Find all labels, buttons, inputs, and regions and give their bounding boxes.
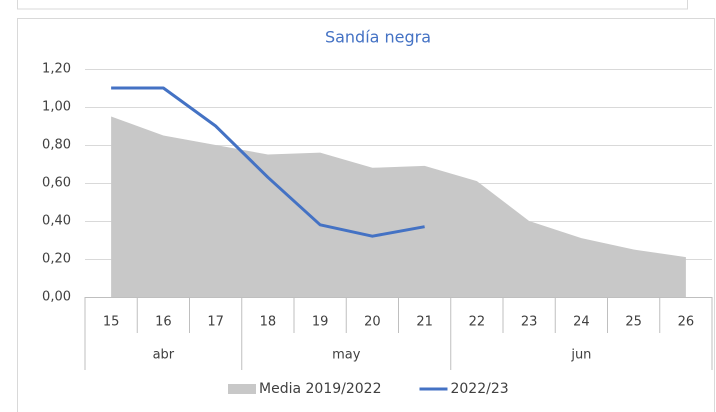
x-tick-label: 22 bbox=[469, 315, 486, 330]
x-tick-label: 25 bbox=[625, 315, 642, 330]
area bbox=[111, 116, 686, 297]
x-tick-label: 19 bbox=[312, 315, 329, 330]
x-tick-label: 15 bbox=[103, 315, 120, 330]
x-tick-label: 18 bbox=[260, 315, 277, 330]
x-tick-label: 21 bbox=[416, 315, 433, 330]
x-tick-label: 17 bbox=[207, 315, 224, 330]
y-tick-label: 0,40 bbox=[42, 214, 71, 229]
x-tick-label: 24 bbox=[573, 315, 590, 330]
chart-title: Sandía negra bbox=[325, 28, 431, 47]
y-tick-label: 0,20 bbox=[42, 252, 71, 267]
month-label: may bbox=[332, 348, 361, 363]
y-tick-label: 1,00 bbox=[42, 100, 71, 115]
legend-swatch bbox=[228, 384, 256, 394]
line bbox=[111, 86, 425, 238]
top-frame bbox=[17, 0, 688, 10]
y-tick-label: 0,80 bbox=[42, 138, 71, 153]
legend-label: 2022/23 bbox=[450, 381, 508, 397]
x-tick-label: 16 bbox=[155, 315, 172, 330]
month-label: abr bbox=[153, 348, 175, 363]
x-tick-label: 26 bbox=[678, 315, 695, 330]
x-tick-label: 20 bbox=[364, 315, 381, 330]
month-label: jun bbox=[570, 348, 591, 363]
x-tick-label: 23 bbox=[521, 315, 538, 330]
y-tick-label: 1,20 bbox=[42, 62, 71, 77]
legend-label: Media 2019/2022 bbox=[259, 381, 381, 397]
y-tick-label: 0,00 bbox=[42, 290, 71, 305]
y-tick-label: 0,60 bbox=[42, 176, 71, 191]
